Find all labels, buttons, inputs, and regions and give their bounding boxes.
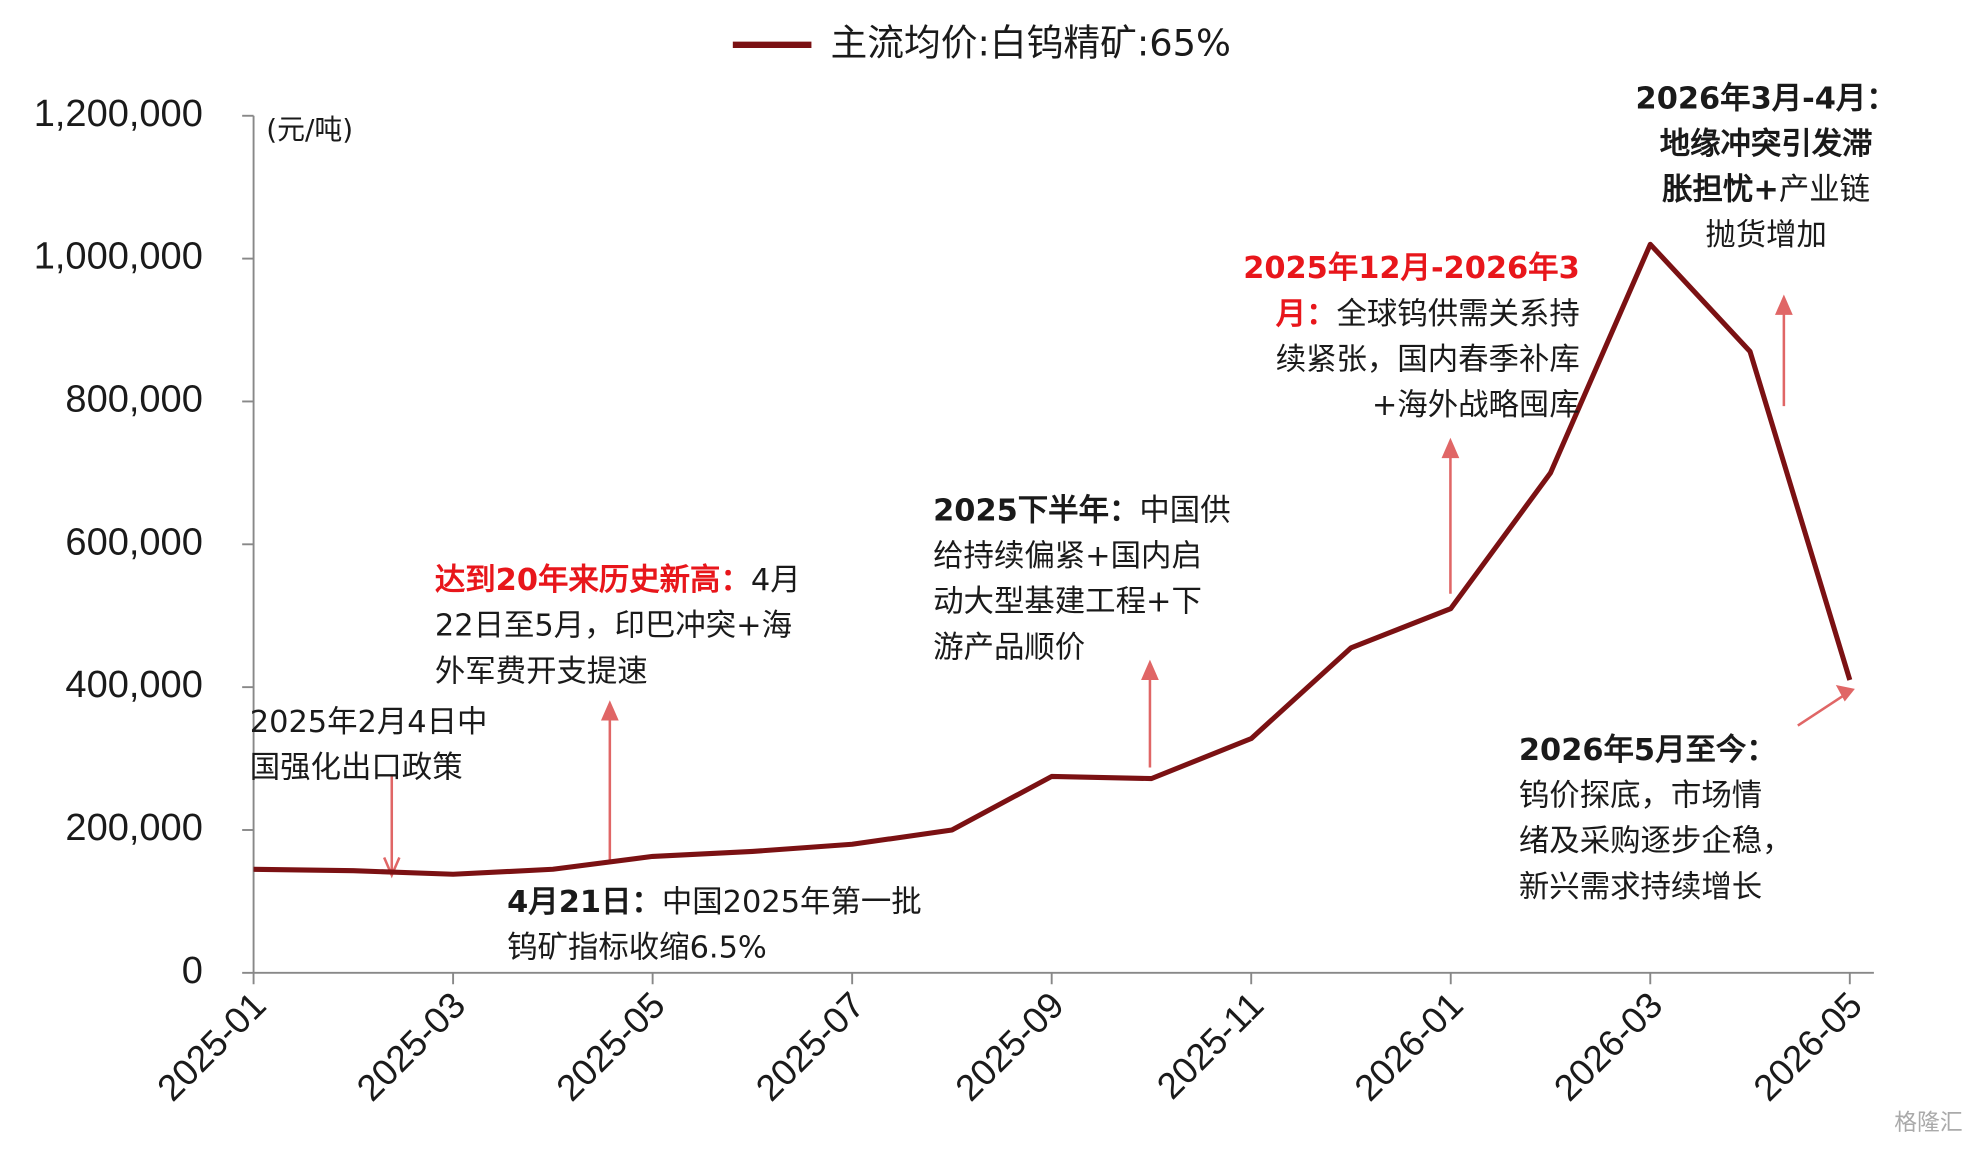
annotation-text: 2026年5月至今： (1519, 731, 1777, 767)
x-tick-label: 2025-05 (548, 984, 672, 1108)
annotation-text: 达到20年来历史新高： (435, 563, 751, 598)
arrow (382, 776, 401, 879)
annotation-line: 地缘冲突引发滞 (1660, 125, 1873, 161)
annotation-line: 2025年2月4日中 (250, 705, 488, 740)
annotation-text: 2025下半年： (933, 493, 1139, 528)
annotation-line: 外军费开支提速 (435, 654, 648, 689)
annotation-line: 22日至5月，印巴冲突+海 (435, 608, 792, 643)
annotation-text: 续紧张，国内春季补库 (1276, 342, 1580, 377)
annotation-line: 钨矿指标收缩6.5% (507, 930, 767, 965)
arrow-head (1835, 685, 1855, 702)
annotation-line: 2026年3月-4月： (1636, 81, 1897, 116)
x-tick-label: 2025-01 (149, 984, 273, 1108)
annotation-text: 2026年3月-4月： (1636, 81, 1897, 116)
annotation-line: 钨价探底，市场情 (1519, 778, 1762, 813)
arrow (1797, 692, 1847, 727)
arrow-head (1441, 437, 1460, 459)
annotation-text: 国强化出口政策 (250, 750, 463, 785)
annotation-text: 中国2025年第一批 (662, 885, 922, 920)
annotation-text: 4月 (751, 563, 801, 598)
y-tick-label: 1,000,000 (34, 236, 203, 278)
annotation-line: 2025下半年：中国供 (933, 493, 1230, 528)
x-tick-label: 2026-01 (1347, 984, 1471, 1108)
x-tick-label: 2025-03 (349, 984, 473, 1108)
annotation-text: 动大型基建工程+下 (933, 584, 1202, 619)
annotation-text: 钨价探底，市场情 (1519, 778, 1762, 813)
annotation-text: +海外战略囤库 (1372, 388, 1580, 423)
x-tick-label: 2026-05 (1746, 984, 1870, 1108)
annotation-text: 胀担忧+ (1662, 172, 1779, 207)
annotation-line: 达到20年来历史新高：4月 (435, 563, 801, 598)
y-tick-label: 0 (182, 950, 203, 992)
annotation-text: 地缘冲突引发滞 (1660, 125, 1873, 161)
arrow-head (1775, 294, 1793, 315)
annotation-text: 4月21日： (507, 885, 662, 920)
annotation-text: 钨矿指标收缩6.5% (507, 930, 767, 965)
watermark: 格隆汇 (1894, 1110, 1962, 1136)
arrow-head (1141, 659, 1159, 680)
annotation-line: 2026年5月至今： (1519, 731, 1777, 767)
annotation-text: 产业链 (1779, 172, 1870, 207)
series-line (253, 241, 1853, 877)
annotation-text: 绪及采购逐步企稳， (1519, 824, 1793, 859)
y-tick-label: 1,200,000 (34, 93, 203, 135)
annotation-line: +海外战略囤库 (1372, 388, 1580, 423)
annotation-line: 给持续偏紧+国内启 (933, 538, 1202, 573)
annotation-line: 游产品顺价 (933, 630, 1085, 665)
annotation-line: 2025年12月-2026年3 (1243, 251, 1580, 286)
x-tick-label: 2026-03 (1546, 984, 1670, 1108)
annotation-text: 外军费开支提速 (435, 654, 648, 689)
annotation-line: 胀担忧+产业链 (1662, 172, 1870, 207)
annotation-line: 抛货增加 (1705, 218, 1827, 253)
legend-label: 主流均价:白钨精矿:65% (830, 21, 1230, 64)
annotation-text: 2025年12月-2026年3 (1243, 251, 1580, 286)
annotation-text: 新兴需求持续增长 (1519, 869, 1762, 904)
annotation-line: 新兴需求持续增长 (1519, 869, 1762, 904)
arrow-head (600, 700, 619, 721)
x-tick-label: 2025-09 (947, 984, 1071, 1108)
x-tick-label: 2025-11 (1149, 984, 1271, 1106)
y-tick-label: 200,000 (65, 807, 202, 849)
annotation-line: 月：全球钨供需关系持 (1276, 296, 1580, 331)
annotation-text: 2025年2月4日中 (250, 705, 488, 740)
annotation-line: 国强化出口政策 (250, 750, 463, 785)
annotation-text: 22日至5月，印巴冲突+海 (435, 608, 792, 643)
y-tick-label: 400,000 (65, 664, 202, 706)
annotation-text: 月： (1276, 296, 1337, 331)
annotation-text: 抛货增加 (1705, 218, 1827, 253)
annotation-text: 全球钨供需关系持 (1337, 296, 1580, 331)
annotation-text: 游产品顺价 (933, 630, 1085, 665)
y-tick-label: 600,000 (65, 521, 202, 563)
annotation-text: 给持续偏紧+国内启 (933, 538, 1202, 573)
arrows (382, 294, 1855, 879)
y-tick-label: 800,000 (65, 379, 202, 421)
annotation-line: 动大型基建工程+下 (933, 584, 1202, 619)
annotation-text: 中国供 (1139, 493, 1230, 528)
y-unit: (元/吨) (266, 113, 353, 146)
x-tick-label: 2025-07 (748, 984, 872, 1108)
annotation-line: 续紧张，国内春季补库 (1276, 342, 1580, 377)
annotation-line: 绪及采购逐步企稳， (1519, 824, 1793, 859)
annotation-line: 4月21日：中国2025年第一批 (507, 885, 922, 920)
